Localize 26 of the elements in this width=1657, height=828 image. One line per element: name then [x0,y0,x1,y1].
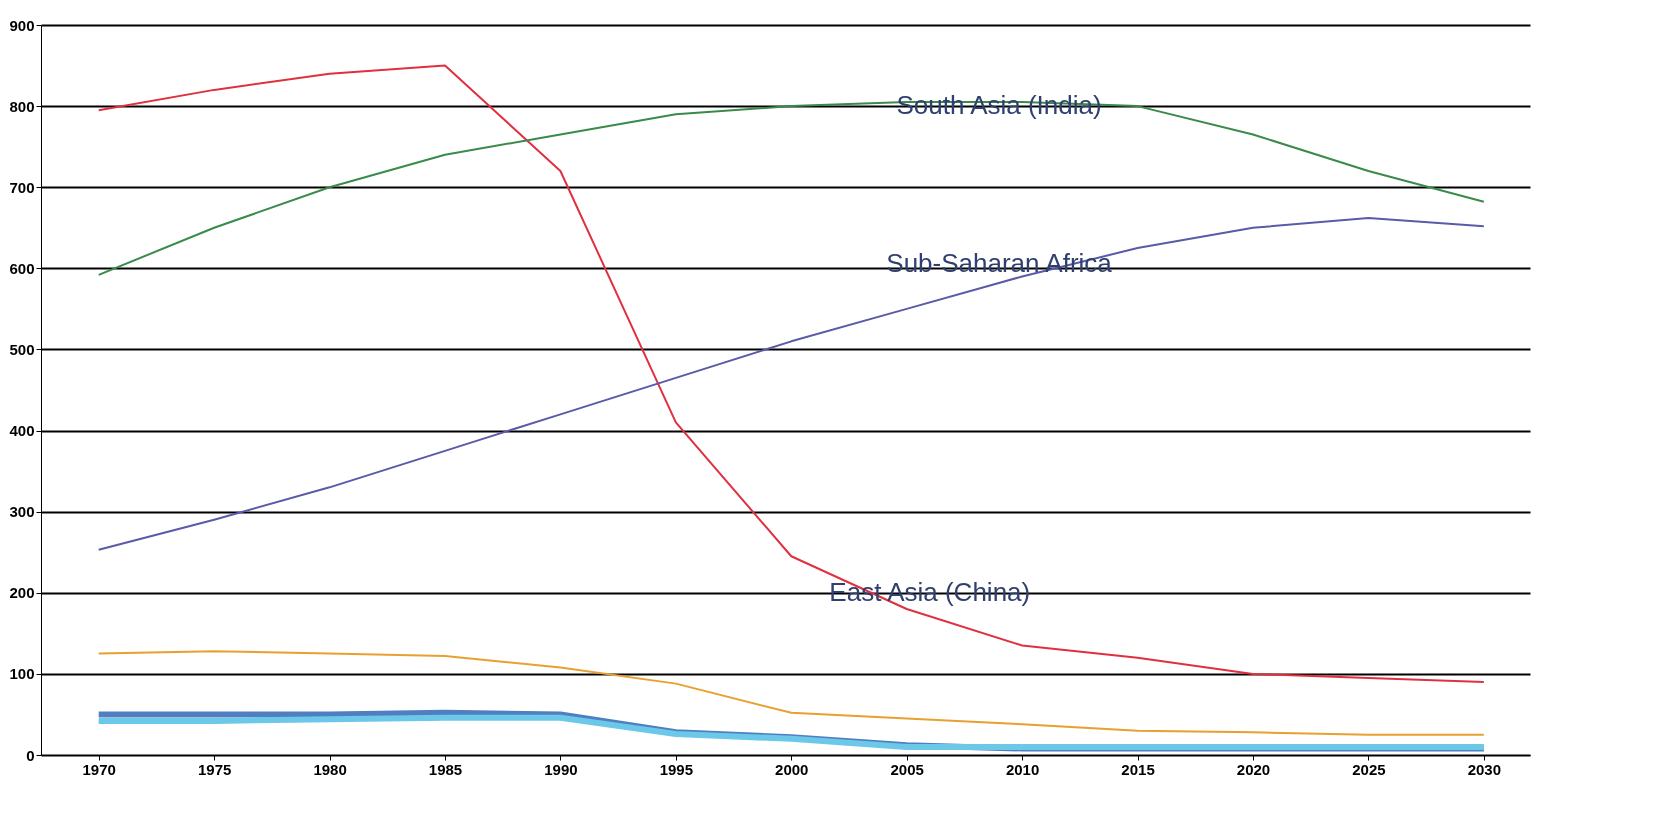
y-tick-label: 700 [9,178,35,196]
x-tick-label: 1970 [82,760,116,778]
x-tick-label: 1995 [659,760,694,778]
y-tick-label: 0 [26,746,35,764]
x-tick-label: 1975 [197,760,232,778]
x-tick-label: 2010 [1005,760,1040,778]
x-tick-label: 2020 [1236,760,1271,778]
y-tick-label: 100 [9,665,35,683]
y-tick-label: 300 [9,503,35,521]
y-tick-label: 900 [9,16,35,34]
x-tick-label: 2005 [890,760,924,778]
line-series [97,64,1485,683]
x-tick-label: 1990 [544,760,578,778]
x-tick-label: 2030 [1467,760,1502,778]
y-tick-label: 200 [9,584,35,602]
x-tick-label: 2000 [775,760,809,778]
x-tick-label: 2025 [1352,760,1386,778]
y-tick-label: 500 [9,340,35,358]
x-tick-label: 2015 [1121,760,1155,778]
y-tick-label: 400 [9,422,35,440]
x-tick-label: 1985 [428,760,463,778]
x-tick-label: 1980 [313,760,347,778]
y-tick-label: 600 [9,259,35,277]
y-tick-label: 800 [9,97,35,115]
line-series [97,217,1485,551]
line-series [97,650,1485,736]
